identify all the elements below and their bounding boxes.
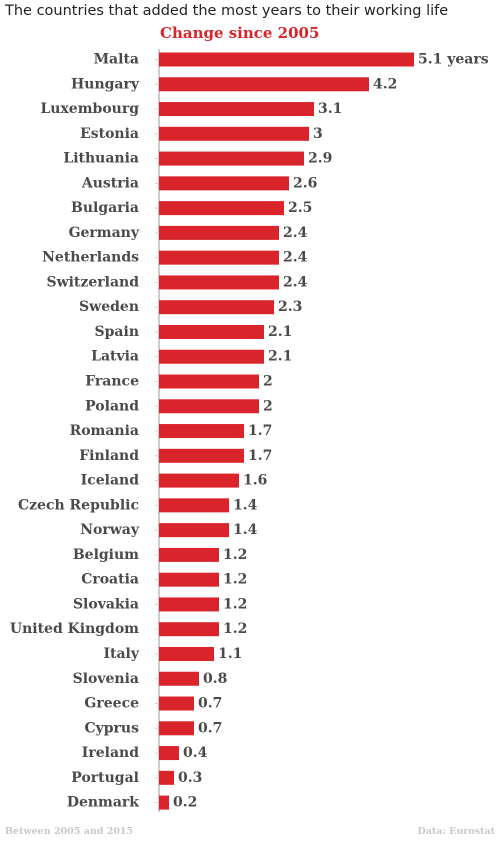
value-label: 1.2: [223, 621, 247, 637]
value-label: 2.1: [268, 349, 292, 365]
category-label: Denmark: [67, 795, 139, 811]
value-label: 5.1 years: [418, 52, 489, 68]
category-label: Romania: [70, 423, 139, 439]
category-label: Lithuania: [63, 151, 139, 167]
category-label: France: [85, 374, 139, 390]
value-label: 2.1: [268, 324, 292, 340]
bar: [159, 473, 239, 488]
bar: [159, 498, 229, 513]
bar: [159, 324, 264, 339]
footer-note: Between 2005 and 2015: [5, 826, 134, 837]
category-label: Spain: [95, 324, 139, 340]
value-label: 3.1: [318, 101, 342, 117]
value-label: 4.2: [373, 76, 397, 92]
category-label: Cyprus: [84, 720, 139, 736]
value-label: 1.2: [223, 596, 247, 612]
value-label: 1.2: [223, 547, 247, 563]
value-label: 1.4: [233, 522, 258, 538]
bar: [159, 424, 244, 439]
value-label: 3: [313, 126, 323, 142]
category-label: Portugal: [71, 770, 139, 786]
value-label: 1.7: [248, 423, 272, 439]
value-label: 0.7: [198, 696, 222, 712]
bar: [159, 250, 279, 265]
bar: [159, 523, 229, 538]
value-label: 2.4: [283, 274, 308, 290]
bar: [159, 770, 174, 785]
category-label: Luxembourg: [40, 101, 139, 117]
category-label: Iceland: [81, 473, 140, 489]
bar: [159, 622, 219, 637]
bar: [159, 547, 219, 562]
value-label: 0.2: [173, 795, 197, 811]
bar: [159, 77, 369, 92]
bar: [159, 126, 309, 141]
category-label: Greece: [84, 696, 139, 712]
value-label: 2.4: [283, 250, 308, 266]
bar: [159, 275, 279, 290]
value-label: 1.7: [248, 448, 272, 464]
value-label: 1.2: [223, 572, 247, 588]
category-label: Switzerland: [46, 274, 139, 290]
value-label: 1.6: [243, 473, 267, 489]
bar: [159, 646, 214, 661]
bar: [159, 746, 179, 761]
value-label: 2.3: [278, 299, 302, 315]
bar: [159, 151, 304, 166]
category-label: Latvia: [91, 349, 139, 365]
chart-subtitle: Change since 2005: [160, 24, 320, 42]
footer-source: Data: Eurostat: [417, 826, 495, 837]
value-label: 2: [263, 398, 273, 414]
bar: [159, 176, 289, 191]
value-label: 2.6: [293, 175, 317, 191]
category-label: Belgium: [73, 547, 139, 563]
value-label: 2.4: [283, 225, 308, 241]
category-label: Netherlands: [42, 250, 139, 266]
bar: [159, 671, 199, 686]
category-label: Poland: [85, 398, 139, 414]
category-label: Finland: [79, 448, 139, 464]
bar: [159, 374, 259, 389]
category-label: Estonia: [80, 126, 139, 142]
value-label: 2: [263, 374, 273, 390]
bar: [159, 795, 169, 810]
value-label: 0.4: [183, 745, 208, 761]
value-label: 1.4: [233, 497, 258, 513]
bar: [159, 448, 244, 463]
category-label: Italy: [103, 646, 139, 662]
category-label: Slovenia: [73, 671, 139, 687]
category-label: Germany: [69, 225, 140, 241]
bar: [159, 349, 264, 364]
bar: [159, 721, 194, 736]
category-label: Czech Republic: [18, 497, 139, 513]
value-label: 2.5: [288, 200, 312, 216]
value-label: 0.3: [178, 770, 202, 786]
category-label: Sweden: [79, 299, 139, 315]
bar: [159, 597, 219, 612]
bar: [159, 225, 279, 240]
bar: [159, 300, 274, 315]
bar: [159, 696, 194, 711]
category-label: Bulgaria: [71, 200, 139, 216]
chart-title: The countries that added the most years …: [5, 3, 449, 19]
bar: [159, 201, 284, 216]
category-label: Croatia: [81, 572, 139, 588]
value-label: 2.9: [308, 151, 332, 167]
value-label: 1.1: [218, 646, 242, 662]
category-label: Ireland: [82, 745, 139, 761]
bar: [159, 572, 219, 587]
category-label: Hungary: [71, 76, 140, 92]
category-label: United Kingdom: [10, 621, 139, 637]
value-label: 0.8: [203, 671, 227, 687]
bar: [159, 102, 314, 117]
category-label: Austria: [81, 175, 139, 191]
category-label: Slovakia: [73, 596, 139, 612]
category-label: Malta: [94, 52, 139, 68]
value-label: 0.7: [198, 720, 222, 736]
category-label: Norway: [80, 522, 140, 538]
bar: [159, 399, 259, 414]
bar: [159, 52, 414, 67]
